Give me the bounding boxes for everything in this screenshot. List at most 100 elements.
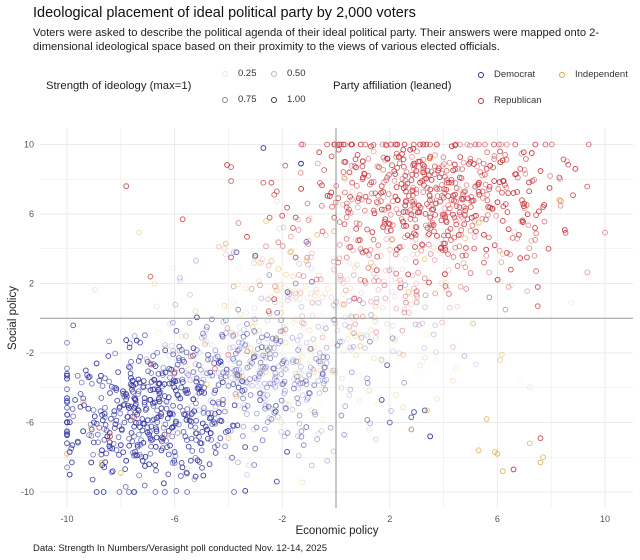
scatter-point-democrat [236,360,243,367]
scatter-point-I [201,340,208,346]
scatter-point-R [491,178,498,184]
scatter-point-D [264,317,271,324]
scatter-point-D [239,433,246,440]
scatter-point-republican [534,303,541,309]
scatter-point-republican [346,169,353,176]
scatter-point-R [457,154,464,160]
scatter-point-D [255,373,262,380]
scatter-point-R [371,210,378,217]
scatter-point-democrat [295,400,302,407]
scatter-point-R [357,237,363,243]
scatter-point-I [306,327,313,334]
scatter-point-D [279,360,286,367]
scatter-point-independent [263,218,269,224]
scatter-point-D [283,359,290,366]
scatter-point-D [95,439,101,446]
scatter-point-R [298,141,305,148]
scatter-point-D [272,408,279,415]
scatter-point-D [111,384,118,391]
scatter-point-D [111,411,117,418]
scatter-point-D [122,483,129,490]
scatter-point-D [207,356,214,362]
scatter-point-D [230,356,237,362]
scatter-point-D [282,326,289,333]
scatter-point-R [401,141,408,148]
scatter-point-independent [456,186,463,193]
scatter-point-R [378,198,384,205]
scatter-point-R [391,293,398,300]
scatter-point-R [368,234,374,241]
scatter-point-independent [80,398,87,405]
scatter-point-R [313,276,320,283]
scatter-point-D [202,341,209,348]
scatter-point-I [498,351,505,358]
scatter-point-I [224,409,231,416]
scatter-point-D [267,380,274,387]
scatter-point-D [289,406,296,413]
scatter-point-D [262,403,269,409]
scatter-point-D [150,400,156,407]
legend-party-republican: Republican [478,95,542,106]
scatter-point-D [129,438,136,445]
scatter-point-republican [179,216,186,223]
scatter-point-R [407,146,413,153]
scatter-point-D [99,383,106,389]
scatter-point-independent [400,351,407,358]
scatter-point-D [160,424,167,431]
scatter-point-R [450,211,456,218]
scatter-point-democrat [123,457,130,464]
scatter-point-D [147,387,154,394]
scatter-point-republican [443,186,450,193]
scatter-point-I [291,288,298,294]
scatter-point-R [463,245,469,251]
scatter-point-R [382,141,389,148]
scatter-point-D [179,379,186,385]
scatter-point-R [305,217,312,224]
scatter-point-republican [427,153,434,160]
scatter-point-R [424,167,431,174]
scatter-point-republican [545,245,552,252]
scatter-point-independent [314,231,321,238]
scatter-point-R [324,141,330,148]
scatter-point-republican [187,353,194,360]
scatter-point-R [459,220,465,226]
scatter-point-democrat [177,403,183,410]
scatter-point-D [283,366,290,373]
scatter-point-R [453,185,460,192]
scatter-point-D [257,359,264,366]
scatter-point-R [340,141,347,148]
scatter-point-R [481,171,488,178]
scatter-point-independent [405,289,412,296]
scatter-point-R [449,344,456,351]
scatter-point-R [429,197,436,203]
scatter-point-R [387,227,394,234]
scatter-point-D [102,404,108,411]
scatter-point-R [410,141,417,148]
scatter-point-D [231,489,237,495]
scatter-point-D [259,370,266,377]
scatter-point-R [441,232,447,239]
scatter-point-R [504,209,511,215]
scatter-point-D [339,375,345,382]
scatter-point-D [165,394,172,401]
scatter-point-D [110,440,117,447]
scatter-point-D [150,353,156,359]
scatter-point-R [354,204,361,211]
scatter-point-D [193,400,199,407]
scatter-point-D [323,360,330,366]
scatter-point-R [351,295,358,302]
scatter-point-I [433,357,439,364]
scatter-point-D [212,450,219,456]
scatter-point-D [90,451,96,458]
scatter-point-R [243,309,250,316]
scatter-point-D [568,299,575,306]
scatter-point-D [401,379,408,386]
scatter-point-democrat [139,416,146,422]
scatter-point-D [207,430,214,436]
scatter-point-I [413,369,419,376]
scatter-point-R [533,212,539,218]
scatter-point-R [343,236,350,242]
scatter-point-D [88,432,95,439]
scatter-point-D [264,335,271,342]
